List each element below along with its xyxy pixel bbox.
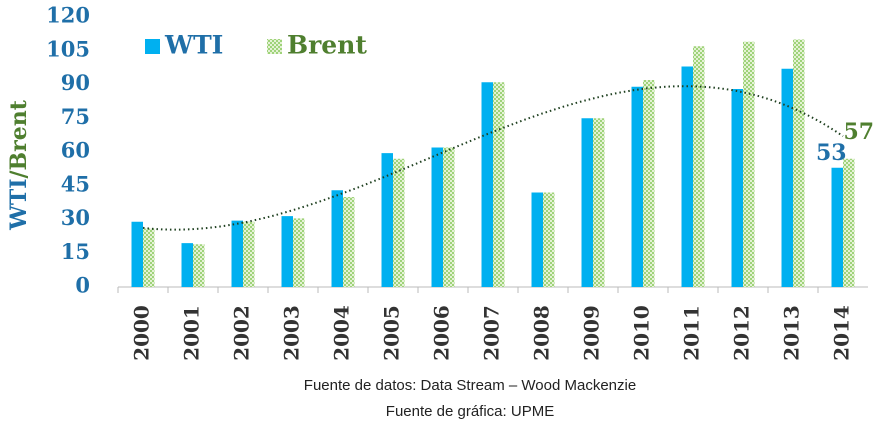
bar bbox=[193, 244, 205, 287]
legend-label: Brent bbox=[287, 31, 367, 60]
bar bbox=[281, 216, 293, 287]
y-tick-label: 60 bbox=[61, 138, 90, 163]
y-tick-label: 30 bbox=[61, 205, 90, 230]
y-tick-label: 45 bbox=[61, 171, 90, 196]
source: Fuente de gráfica: UPME bbox=[386, 403, 554, 420]
bar bbox=[643, 80, 655, 287]
bar bbox=[393, 158, 405, 287]
bar bbox=[743, 41, 755, 287]
bar bbox=[581, 118, 593, 287]
bar bbox=[843, 158, 855, 287]
x-tick-label: 2009 bbox=[580, 305, 604, 361]
y-tick-label: 90 bbox=[61, 70, 90, 95]
legend-swatch bbox=[267, 39, 282, 54]
bar bbox=[381, 153, 393, 287]
y-label-part: /Brent bbox=[6, 99, 32, 178]
y-axis-label: WTI/Brent bbox=[6, 99, 32, 231]
y-tick-label: 0 bbox=[75, 273, 90, 298]
bar bbox=[831, 167, 843, 287]
y-tick-label: 105 bbox=[46, 36, 90, 61]
x-tick-label: 2001 bbox=[180, 305, 204, 361]
x-tick-label: 2004 bbox=[330, 305, 354, 361]
x-tick-label: 2008 bbox=[530, 305, 554, 361]
x-tick-label: 2002 bbox=[230, 305, 254, 361]
bar bbox=[681, 66, 693, 287]
bar bbox=[231, 220, 243, 287]
bar bbox=[331, 190, 343, 287]
bar bbox=[343, 197, 355, 287]
bar bbox=[481, 82, 493, 287]
bar bbox=[543, 192, 555, 287]
bar bbox=[631, 86, 643, 287]
x-tick-label: 2005 bbox=[380, 305, 404, 361]
x-tick-label: 2007 bbox=[480, 305, 504, 361]
legend-label: WTI bbox=[164, 31, 223, 60]
bar bbox=[131, 221, 143, 287]
x-tick-label: 2010 bbox=[630, 305, 654, 361]
data-label: 53 bbox=[816, 140, 847, 166]
x-tick-label: 2014 bbox=[830, 305, 854, 361]
legend-swatch bbox=[145, 39, 160, 54]
bar bbox=[293, 218, 305, 287]
bar bbox=[693, 46, 705, 287]
x-tick-label: 2006 bbox=[430, 305, 454, 361]
bar bbox=[243, 221, 255, 287]
source: Fuente de datos: Data Stream – Wood Mack… bbox=[304, 377, 636, 394]
bar bbox=[593, 118, 605, 287]
y-tick-label: 75 bbox=[61, 104, 90, 129]
bar bbox=[443, 147, 455, 287]
y-tick-label: 120 bbox=[46, 3, 90, 28]
bar bbox=[493, 82, 505, 287]
data-label: 57 bbox=[843, 119, 874, 145]
x-tick-label: 2012 bbox=[730, 305, 754, 361]
x-tick-label: 2013 bbox=[780, 305, 804, 361]
x-tick-label: 2000 bbox=[130, 305, 154, 361]
x-tick-label: 2011 bbox=[680, 305, 704, 361]
bar bbox=[781, 68, 793, 287]
y-tick-label: 15 bbox=[61, 239, 90, 264]
x-tick-label: 2003 bbox=[280, 305, 304, 361]
bar bbox=[143, 228, 155, 287]
bar bbox=[531, 192, 543, 287]
bar bbox=[181, 243, 193, 287]
bar bbox=[731, 89, 743, 287]
bar bbox=[793, 39, 805, 287]
trendline bbox=[142, 85, 844, 231]
y-label-part: WTI bbox=[6, 179, 32, 231]
bar bbox=[431, 147, 443, 287]
